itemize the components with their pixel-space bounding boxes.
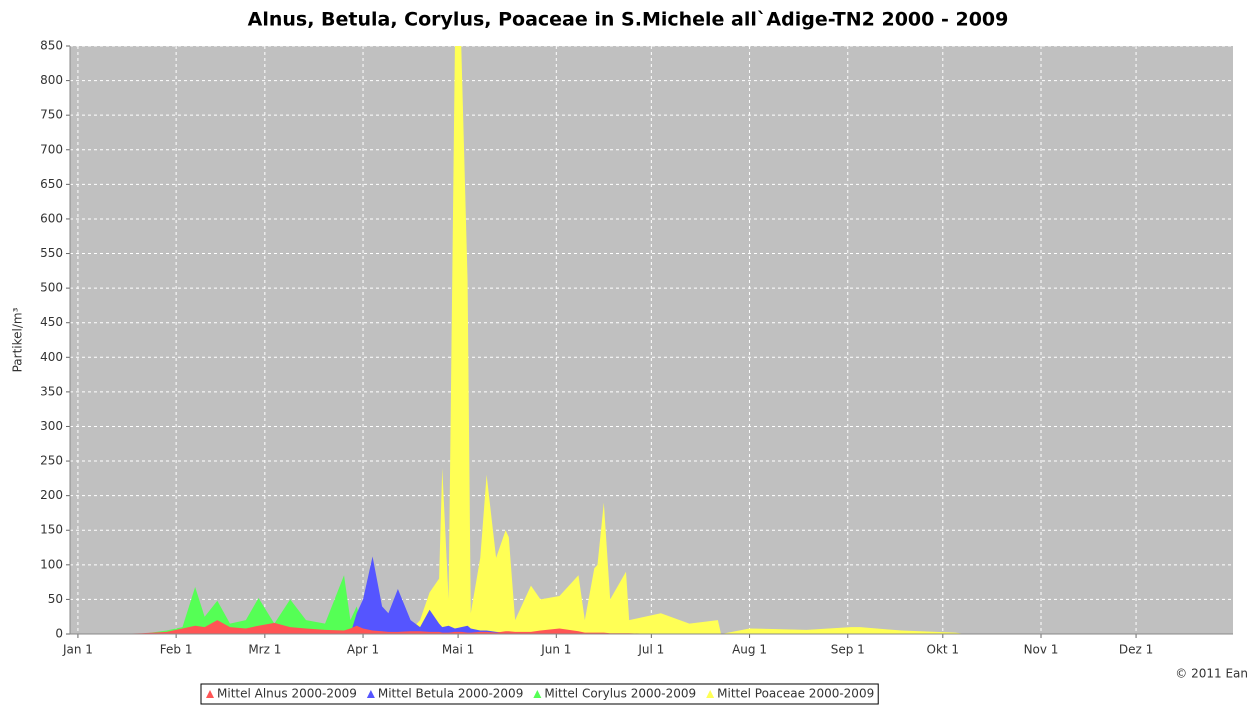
y-tick-label: 50 [48, 592, 63, 606]
y-tick-label: 650 [40, 177, 63, 191]
y-tick-label: 750 [40, 108, 63, 122]
legend-marker [366, 690, 375, 698]
x-tick-label: Nov 1 [1024, 643, 1059, 657]
x-tick-label: Feb 1 [160, 643, 193, 657]
y-tick-label: 850 [40, 39, 63, 53]
legend-marker [533, 690, 542, 698]
chart-title: Alnus, Betula, Corylus, Poaceae in S.Mic… [248, 9, 1009, 31]
x-tick-label: Jun 1 [540, 643, 571, 657]
legend-box [200, 683, 879, 705]
y-tick-label: 500 [40, 281, 63, 295]
x-tick-label: Mai 1 [442, 643, 475, 657]
x-tick-label: Mrz 1 [248, 643, 281, 657]
y-axis-label: Partikel/m³ [11, 307, 25, 372]
y-tick-label: 0 [55, 627, 63, 641]
y-tick-label: 100 [40, 557, 63, 571]
x-tick-label: Sep 1 [831, 643, 865, 657]
x-tick-label: Jul 1 [637, 643, 664, 657]
x-tick-label: Apr 1 [347, 643, 379, 657]
y-tick-label: 150 [40, 523, 63, 537]
copyright: © 2011 Ean [1175, 667, 1248, 681]
y-tick-label: 300 [40, 419, 63, 433]
legend-marker [206, 690, 214, 698]
legend-label: Mittel Corylus 2000-2009 [544, 687, 696, 701]
area [77, 620, 1232, 634]
y-tick-label: 250 [40, 454, 63, 468]
area [77, 556, 1232, 634]
y-tick-label: 450 [40, 315, 63, 329]
legend-marker [706, 690, 715, 698]
y-tick-label: 400 [40, 350, 63, 364]
legend: Mittel Alnus 2000-2009 Mittel Betula 2000… [206, 687, 874, 701]
x-tick-label: Okt 1 [927, 643, 960, 657]
legend-label: Mittel Poaceae 2000-2009 [717, 687, 874, 701]
y-tick-label: 350 [40, 384, 63, 398]
y-tick-label: 200 [40, 488, 63, 502]
x-tick-label: Dez 1 [1119, 643, 1153, 657]
y-tick-label: 550 [40, 246, 63, 260]
legend-label: Mittel Alnus 2000-2009 [217, 687, 357, 701]
y-tick-label: 800 [40, 73, 63, 87]
legend-label: Mittel Betula 2000-2009 [378, 687, 523, 701]
x-tick-label: Aug 1 [732, 643, 767, 657]
y-tick-label: 700 [40, 142, 63, 156]
x-tick-label: Jan 1 [62, 643, 93, 657]
y-tick-label: 600 [40, 211, 63, 225]
